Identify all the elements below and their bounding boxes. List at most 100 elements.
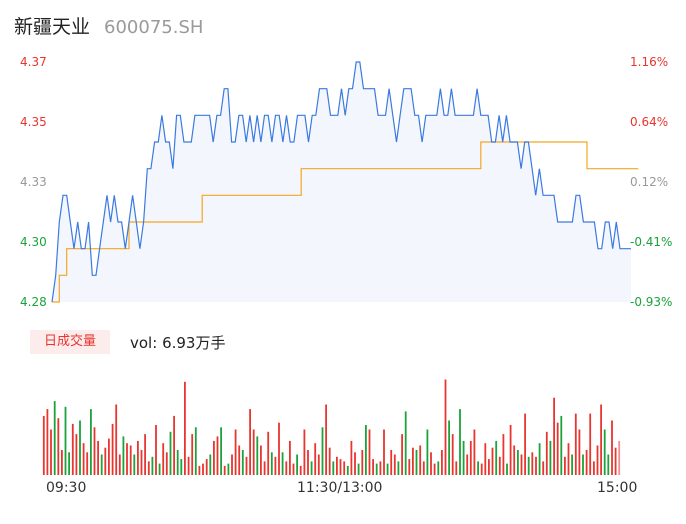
volume-bar xyxy=(448,420,450,475)
volume-bar xyxy=(61,450,63,475)
volume-bar xyxy=(93,427,96,475)
volume-bar xyxy=(249,409,251,475)
volume-bar xyxy=(535,456,537,475)
volume-bar xyxy=(129,445,132,475)
volume-bar xyxy=(53,401,56,475)
volume-bar xyxy=(545,431,548,475)
volume-bar xyxy=(419,445,422,475)
volume-bar xyxy=(372,459,374,475)
volume-bar xyxy=(241,450,244,475)
volume-bar xyxy=(292,463,295,475)
volume-bar xyxy=(198,465,201,475)
volume-bar xyxy=(412,447,414,475)
volume-bar xyxy=(332,461,335,475)
volume-bar xyxy=(379,461,382,475)
volume-bar xyxy=(252,429,255,475)
volume-bar xyxy=(231,454,233,475)
volume-bar xyxy=(498,456,501,475)
volume-bar xyxy=(169,431,172,475)
volume-bar xyxy=(184,381,186,475)
volume-bar xyxy=(50,429,52,475)
volume-bar xyxy=(202,463,204,475)
volume-bar xyxy=(79,420,81,475)
volume-bar xyxy=(209,454,212,475)
stock-code: 600075.SH xyxy=(104,17,204,38)
volume-bar xyxy=(567,443,570,475)
volume-bar xyxy=(426,429,429,475)
pct-tick-label: 0.64% xyxy=(630,115,669,129)
volume-bar xyxy=(133,454,136,475)
volume-bar xyxy=(451,434,454,475)
volume-bar xyxy=(82,443,85,475)
volume-bar xyxy=(502,434,505,475)
volume-bar xyxy=(480,463,483,475)
volume-bar xyxy=(553,397,555,475)
stock-name: 新疆天业 xyxy=(14,16,91,38)
volume-bar xyxy=(611,420,613,475)
volume-bar xyxy=(317,454,320,475)
volume-bar xyxy=(484,443,487,475)
volume-bar xyxy=(97,440,99,475)
volume-bar xyxy=(155,425,157,475)
volume-bar xyxy=(100,454,103,475)
volume-bar xyxy=(126,443,128,475)
volume-bar xyxy=(538,443,541,475)
volume-bar xyxy=(321,427,324,475)
volume-bar xyxy=(289,440,291,475)
volume-bar xyxy=(488,459,490,475)
volume-bar xyxy=(477,461,479,475)
volume-bar xyxy=(437,461,440,475)
volume-bar xyxy=(383,429,385,475)
x-tick-label: 15:00 xyxy=(597,480,638,496)
average-price-line xyxy=(52,141,639,303)
volume-bar xyxy=(328,447,331,475)
volume-bar xyxy=(68,452,70,475)
volume-bar xyxy=(564,456,566,475)
volume-bar xyxy=(147,461,150,475)
volume-bar xyxy=(314,443,317,475)
volume-bar xyxy=(491,447,494,475)
volume-bar xyxy=(401,434,403,475)
volume-bar xyxy=(430,452,432,475)
volume-bar xyxy=(361,450,364,475)
volume-bar xyxy=(433,463,436,475)
volume-bar xyxy=(42,415,45,475)
volume-bar xyxy=(234,429,237,475)
pct-tick-label: 1.16% xyxy=(630,55,669,69)
volume-bar xyxy=(600,404,602,475)
volume-bar xyxy=(473,429,476,475)
price-area xyxy=(52,62,631,302)
volume-bar xyxy=(270,452,273,475)
volume-bar xyxy=(64,406,67,475)
volume-bar xyxy=(307,450,309,475)
volume-bar xyxy=(115,404,118,475)
volume-bar xyxy=(57,418,60,475)
volume-bar xyxy=(422,461,425,475)
volume-bar xyxy=(520,454,523,475)
volume-bar xyxy=(390,450,393,475)
volume-bar xyxy=(176,450,179,475)
volume-bar xyxy=(137,440,139,475)
volume-bar xyxy=(375,463,378,475)
volume-value: 6.93万手 xyxy=(162,334,226,352)
volume-bar xyxy=(393,454,396,475)
volume-bar xyxy=(585,450,588,475)
volume-bar xyxy=(310,461,313,475)
volume-bar xyxy=(441,450,443,475)
volume-bar xyxy=(593,461,595,475)
volume-bar xyxy=(596,445,599,475)
volume-bar xyxy=(173,415,175,475)
price-tick-label: 4.33 xyxy=(20,175,47,189)
volume-bar xyxy=(158,463,161,475)
volume-bar xyxy=(191,434,194,475)
volume-bar xyxy=(524,413,526,475)
stock-header: 新疆天业 600075.SH xyxy=(14,12,203,40)
pct-tick-label: -0.93% xyxy=(630,295,673,309)
volume-bar xyxy=(263,461,266,475)
price-tick-label: 4.30 xyxy=(20,235,47,249)
volume-bar xyxy=(469,440,472,475)
volume-bar xyxy=(578,429,581,475)
volume-bar xyxy=(444,379,447,475)
volume-bar xyxy=(542,461,545,475)
